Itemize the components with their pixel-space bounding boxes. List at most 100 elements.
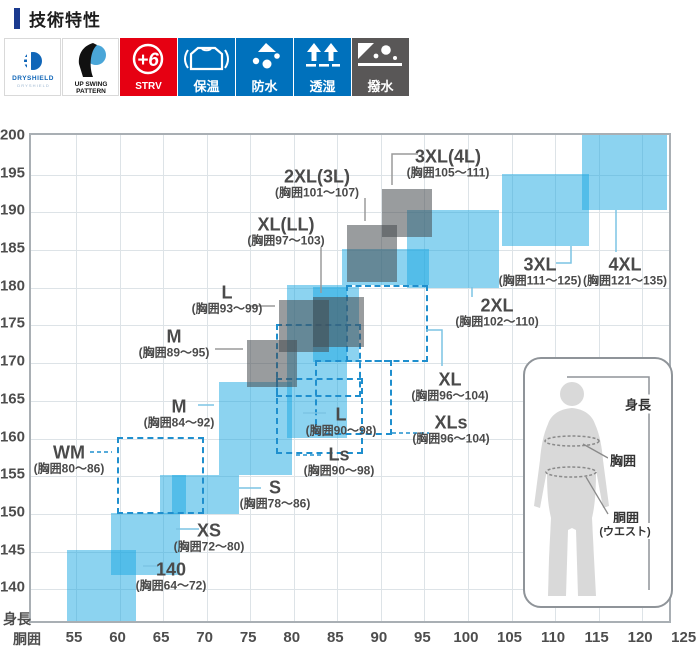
y-axis-title: 身長 [3, 611, 31, 627]
size-region-dashed-xls [315, 360, 392, 435]
size-name: XL(LL) [257, 214, 315, 235]
size-chest-range: (胸囲90～98) [305, 423, 377, 438]
inset-waist-sublabel: (ウエスト) [597, 523, 653, 539]
x-tick-105: 105 [496, 629, 523, 646]
hassui-icon [358, 43, 402, 66]
svg-text:+6: +6 [137, 50, 159, 71]
size-label-xls: XLs (胸囲96～104) [412, 413, 489, 444]
x-tick-70: 70 [196, 629, 213, 646]
size-label-wm: WM (胸囲80～86) [34, 443, 105, 474]
gridline-y-165 [31, 400, 669, 402]
figure-body [534, 408, 609, 596]
y-tick-190: 190 [0, 201, 25, 219]
size-label-l-jp: L (胸囲93～99) [192, 283, 263, 314]
size-chest-range: (胸囲102～110) [455, 314, 539, 329]
size-name: XLs [434, 412, 468, 433]
svg-text:PATTERN: PATTERN [76, 88, 106, 95]
size-region-jp-3xl-4l [382, 189, 432, 237]
size-region-4xl [582, 135, 667, 210]
size-label-ls: Ls (胸囲90～98) [304, 445, 375, 476]
size-chest-range: (胸囲64～72) [135, 578, 207, 593]
size-label-xl-ll: XL(LL) (胸囲97～103) [247, 215, 324, 246]
svg-text:D R Y S H I E L D: D R Y S H I E L D [17, 83, 49, 88]
y-tick-140: 140 [0, 578, 25, 596]
size-label-3xl: 3XL (胸囲111～125) [499, 255, 582, 286]
x-tick-65: 65 [152, 629, 170, 646]
size-chest-range: (胸囲93～99) [191, 301, 263, 316]
y-tick-170: 170 [0, 352, 25, 370]
size-region-m [219, 382, 292, 475]
x-tick-100: 100 [453, 629, 479, 646]
size-name: 4XL [608, 254, 642, 275]
size-chest-range: (胸囲121～135) [582, 273, 668, 288]
gridline-x-95 [424, 135, 426, 621]
badge-hassui: 撥水 [352, 38, 409, 96]
x-tick-80: 80 [283, 629, 301, 646]
plus6-strv-icon: +6 [132, 43, 164, 75]
size-label-m: M (胸囲84～92) [144, 397, 215, 428]
badge-label: STRV [135, 81, 162, 92]
badge-bousui: 防水 [236, 38, 293, 96]
gridline-y-140 [31, 589, 669, 591]
title-accent-bar [14, 8, 20, 29]
size-label-4xl: 4XL (胸囲121～135) [583, 255, 667, 286]
size-name: M [171, 396, 187, 417]
chest-measure-ellipse [544, 435, 600, 447]
y-tick-185: 185 [0, 239, 25, 257]
size-label-2xl-3l: 2XL(3L) (胸囲101～107) [275, 167, 359, 198]
size-name: 3XL [523, 254, 557, 275]
size-name: 2XL(3L) [283, 166, 351, 187]
body-silhouette [534, 376, 650, 596]
size-name: M [166, 326, 182, 347]
size-name: XL [438, 369, 462, 390]
section-header: 技術特性 [14, 6, 101, 31]
inset-height-label: 身長 [622, 394, 654, 414]
figure-head [560, 382, 584, 406]
inset-chest-label: 胸囲 [607, 450, 639, 470]
chest-leader-line [582, 443, 609, 459]
y-tick-195: 195 [0, 164, 25, 182]
size-label-s: S (胸囲78～86) [240, 478, 311, 509]
size-label-xs: XS (胸囲72～80) [174, 521, 245, 552]
y-tick-180: 180 [0, 277, 25, 295]
badge-up-swing-pattern: UP SWING PATTERN [62, 38, 119, 96]
gridline-x-70 [206, 135, 208, 621]
waist-measure-ellipse [545, 466, 597, 478]
page-title: 技術特性 [29, 11, 101, 30]
hoon-icon [184, 46, 229, 71]
size-name: S [268, 477, 282, 498]
size-chest-range: (胸囲97～103) [247, 233, 325, 248]
size-region-3xl [502, 174, 589, 246]
gridline-y-160 [31, 438, 669, 440]
size-region-jp-xl-ll [313, 297, 364, 347]
size-region-xs-s-overlap-accent [172, 475, 186, 514]
size-label-2xl: 2XL (胸囲102～110) [455, 296, 538, 327]
x-tick-95: 95 [414, 629, 431, 646]
gridline-y-155 [31, 476, 669, 478]
y-tick-145: 145 [0, 541, 25, 559]
gridline-y-190 [31, 212, 669, 214]
size-chest-range: (胸囲96～104) [412, 431, 490, 446]
gridline-y-145 [31, 551, 669, 553]
size-name: 2XL [480, 295, 514, 316]
badge-hoon: 保温 [178, 38, 235, 96]
y-tick-175: 175 [0, 314, 25, 332]
x-tick-60: 60 [109, 629, 126, 646]
gridline-x-100 [467, 135, 469, 621]
x-tick-120: 120 [627, 629, 653, 646]
body-figure-inset: 身長 胸囲 胴囲 (ウエスト) [523, 357, 673, 608]
size-name: XS [196, 520, 222, 541]
badge-plus6-strv: +6 STRV [120, 38, 177, 96]
size-chest-range: (胸囲84～92) [143, 415, 215, 430]
size-chest-range: (胸囲80～86) [33, 461, 105, 476]
gridline-x-60 [119, 135, 121, 621]
size-chest-range: (胸囲111～125) [498, 273, 582, 288]
y-tick-165: 165 [0, 390, 25, 408]
gridline-x-105 [511, 135, 513, 621]
badge-dryshield: DRYSHIELD D R Y S H I E L D [4, 38, 61, 96]
size-region-dashed-ls [276, 378, 363, 454]
x-tick-125: 125 [671, 629, 697, 646]
x-axis-title: 胴囲 [13, 631, 41, 647]
